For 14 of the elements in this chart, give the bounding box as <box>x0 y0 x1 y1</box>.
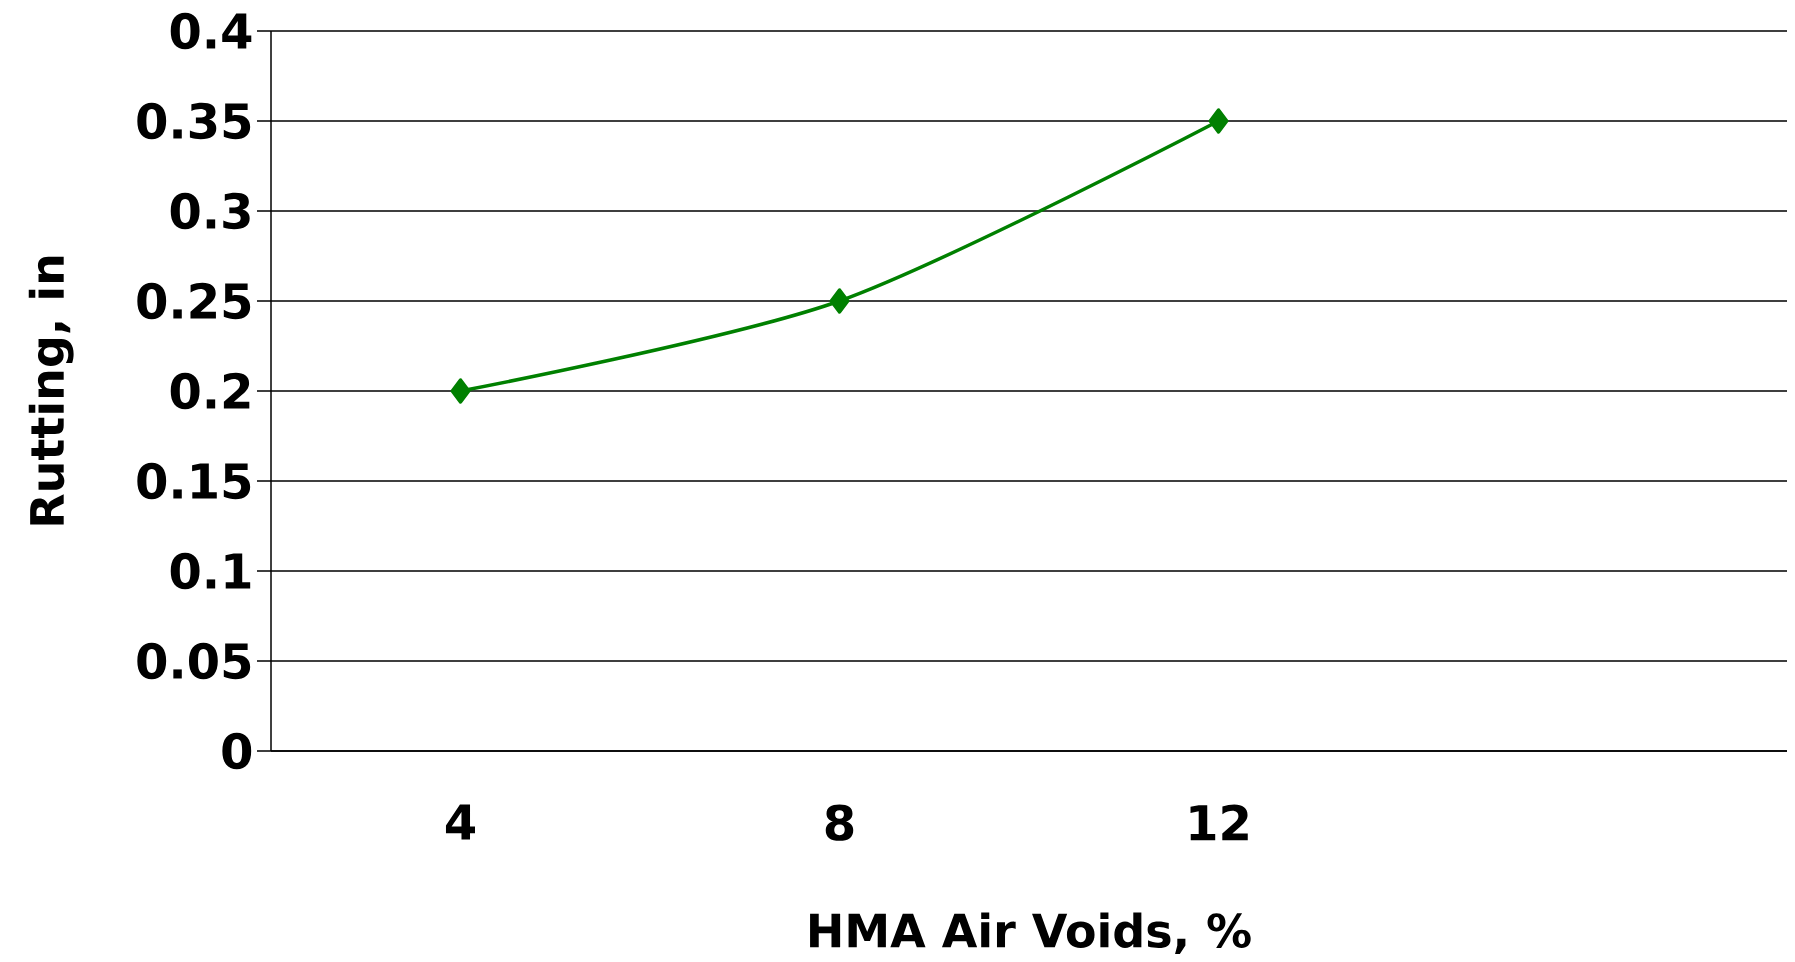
y-tick-label: 0.3 <box>170 192 250 230</box>
y-tick-label: 0.4 <box>170 12 252 50</box>
y-tick-label: 0.05 <box>137 642 251 680</box>
x-tick-label: 4 <box>445 804 475 840</box>
y-tick-label: 0.2 <box>170 372 250 410</box>
y-axis-title: Rutting, in <box>28 256 74 525</box>
y-tick-label: 0.25 <box>137 282 251 320</box>
x-axis-title: HMA Air Voids, % <box>810 912 1251 954</box>
x-tick-label: 12 <box>1190 804 1248 841</box>
y-tick-label: 0.1 <box>170 552 251 590</box>
y-tick-label: 0.15 <box>137 462 251 500</box>
x-tick-label: 8 <box>825 804 854 841</box>
y-tick-label: 0.35 <box>137 102 251 140</box>
y-tick-label: 0 <box>222 732 252 770</box>
